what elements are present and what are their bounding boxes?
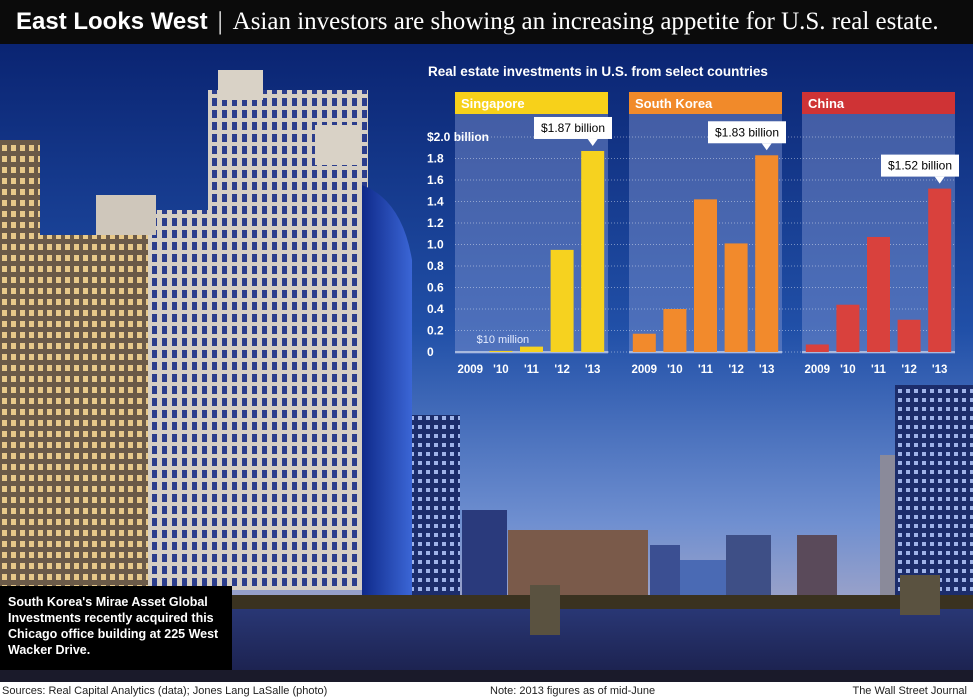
header-bar: East Looks West | Asian investors are sh…: [0, 0, 973, 44]
headline-separator: |: [217, 8, 223, 35]
bar: [550, 249, 574, 352]
x-tick-label: 2009: [458, 364, 484, 376]
annotation-label: $10 million: [477, 334, 530, 346]
y-tick-label: 1.0: [427, 238, 444, 252]
sources-text: Sources: Real Capital Analytics (data); …: [2, 685, 328, 697]
x-tick-label: '13: [759, 364, 775, 376]
bar: [581, 150, 605, 352]
note-text: Note: 2013 figures as of mid-June: [490, 685, 656, 697]
photo-caption: South Korea's Mirae Asset Global Investm…: [0, 586, 232, 670]
callout-pointer: [761, 143, 772, 151]
y-tick-label: $2.0 billion: [427, 130, 489, 144]
x-tick-label: '12: [728, 364, 744, 376]
bar: [520, 346, 543, 352]
callout-pointer: [934, 176, 945, 184]
bar: [836, 304, 860, 352]
footer: Sources: Real Capital Analytics (data); …: [0, 682, 973, 700]
x-tick-label: '13: [585, 364, 601, 376]
callout-box: [708, 121, 786, 144]
x-tick-label: 2009: [805, 364, 831, 376]
y-tick-label: 1.6: [427, 173, 444, 187]
y-tick-label: 0: [427, 345, 434, 359]
y-tick-label: 1.8: [427, 152, 444, 166]
bar: [805, 344, 829, 352]
x-tick-label: '10: [840, 364, 856, 376]
x-tick-label: '13: [932, 364, 948, 376]
callout-label: $1.87 billion: [541, 121, 605, 135]
callout-pointer: [587, 138, 598, 146]
callout-box: [534, 116, 612, 139]
bar: [632, 333, 656, 352]
y-tick-label: 0.6: [427, 281, 444, 295]
callout-label: $1.52 billion: [888, 159, 952, 173]
x-tick-label: '12: [554, 364, 570, 376]
headline: East Looks West: [16, 8, 208, 35]
x-tick-label: '11: [698, 364, 713, 376]
y-tick-label: 0.2: [427, 324, 444, 338]
chart-title: Real estate investments in U.S. from sel…: [428, 64, 768, 79]
panel-title: China: [808, 96, 845, 111]
x-tick-label: '11: [524, 364, 539, 376]
bar: [755, 155, 779, 352]
panel-header: [455, 92, 608, 114]
y-tick-label: 0.4: [427, 302, 444, 316]
panel-title: Singapore: [461, 96, 525, 111]
bar: [897, 319, 921, 352]
bar: [724, 243, 748, 352]
panel-header: [802, 92, 955, 114]
panel-header: [629, 92, 782, 114]
y-tick-label: 1.4: [427, 195, 444, 209]
bar: [928, 188, 952, 352]
x-tick-label: '11: [871, 364, 886, 376]
bar: [867, 236, 890, 352]
x-tick-label: '10: [493, 364, 509, 376]
callout-box: [881, 154, 959, 177]
x-tick-label: '12: [901, 364, 917, 376]
panel-title: South Korea: [635, 96, 713, 111]
bar: [694, 199, 717, 352]
credit-text: The Wall Street Journal: [852, 685, 967, 697]
callout-label: $1.83 billion: [715, 125, 779, 139]
x-tick-label: 2009: [632, 364, 658, 376]
x-tick-label: '10: [667, 364, 683, 376]
bar: [489, 350, 513, 352]
bar: [663, 309, 687, 352]
headline-subtitle: Asian investors are showing an increasin…: [232, 8, 939, 35]
chicago-skyline-photo: [0, 44, 973, 682]
y-tick-label: 1.2: [427, 216, 444, 230]
y-tick-label: 0.8: [427, 259, 444, 273]
